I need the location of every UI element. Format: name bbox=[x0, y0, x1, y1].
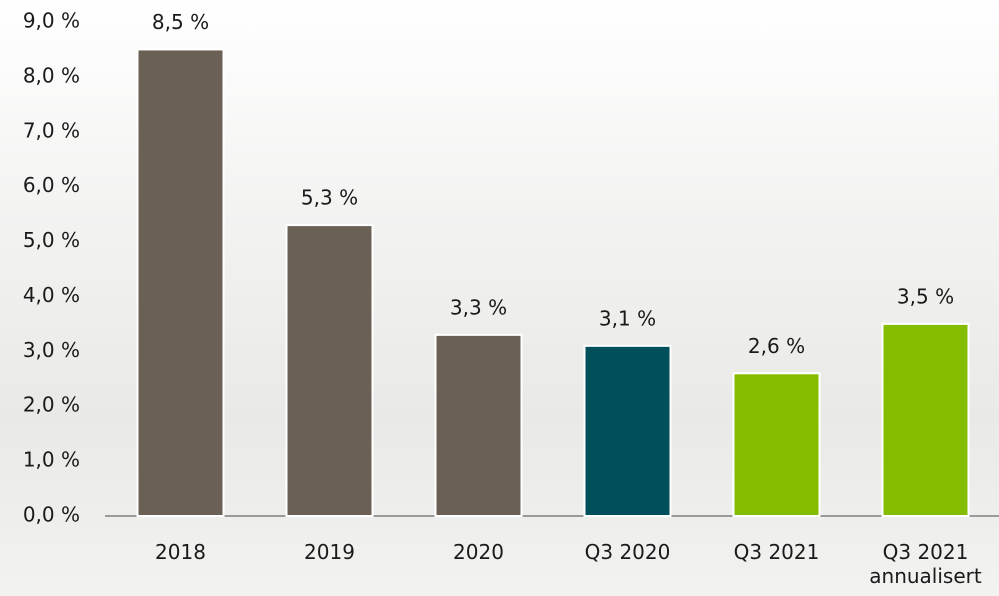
value-label: 3,5 % bbox=[897, 284, 954, 308]
bar bbox=[434, 333, 523, 517]
bar bbox=[285, 224, 374, 517]
value-label: 3,3 % bbox=[450, 295, 507, 319]
y-tick-label: 8,0 % bbox=[23, 63, 80, 87]
y-tick-label: 9,0 % bbox=[23, 9, 80, 33]
x-tick-label: Q3 2020 bbox=[584, 540, 671, 564]
y-tick-label: 1,0 % bbox=[23, 448, 80, 472]
bar bbox=[881, 322, 970, 517]
value-label: 3,1 % bbox=[599, 306, 656, 330]
y-tick-label: 0,0 % bbox=[23, 503, 80, 527]
x-tick-label: Q3 2021 annualisert bbox=[869, 540, 982, 588]
bar bbox=[732, 372, 821, 517]
y-tick-label: 5,0 % bbox=[23, 228, 80, 252]
x-tick-label: 2019 bbox=[304, 540, 355, 564]
y-tick-label: 7,0 % bbox=[23, 118, 80, 142]
bar bbox=[136, 48, 225, 517]
value-label: 8,5 % bbox=[152, 10, 209, 34]
bar bbox=[583, 344, 672, 517]
y-tick-label: 4,0 % bbox=[23, 283, 80, 307]
y-tick-label: 2,0 % bbox=[23, 393, 80, 417]
x-tick-label: 2018 bbox=[155, 540, 206, 564]
x-tick-label: Q3 2021 bbox=[733, 540, 820, 564]
value-label: 5,3 % bbox=[301, 186, 358, 210]
y-tick-label: 3,0 % bbox=[23, 338, 80, 362]
value-label: 2,6 % bbox=[748, 334, 805, 358]
x-tick-label: 2020 bbox=[453, 540, 504, 564]
y-tick-label: 6,0 % bbox=[23, 173, 80, 197]
